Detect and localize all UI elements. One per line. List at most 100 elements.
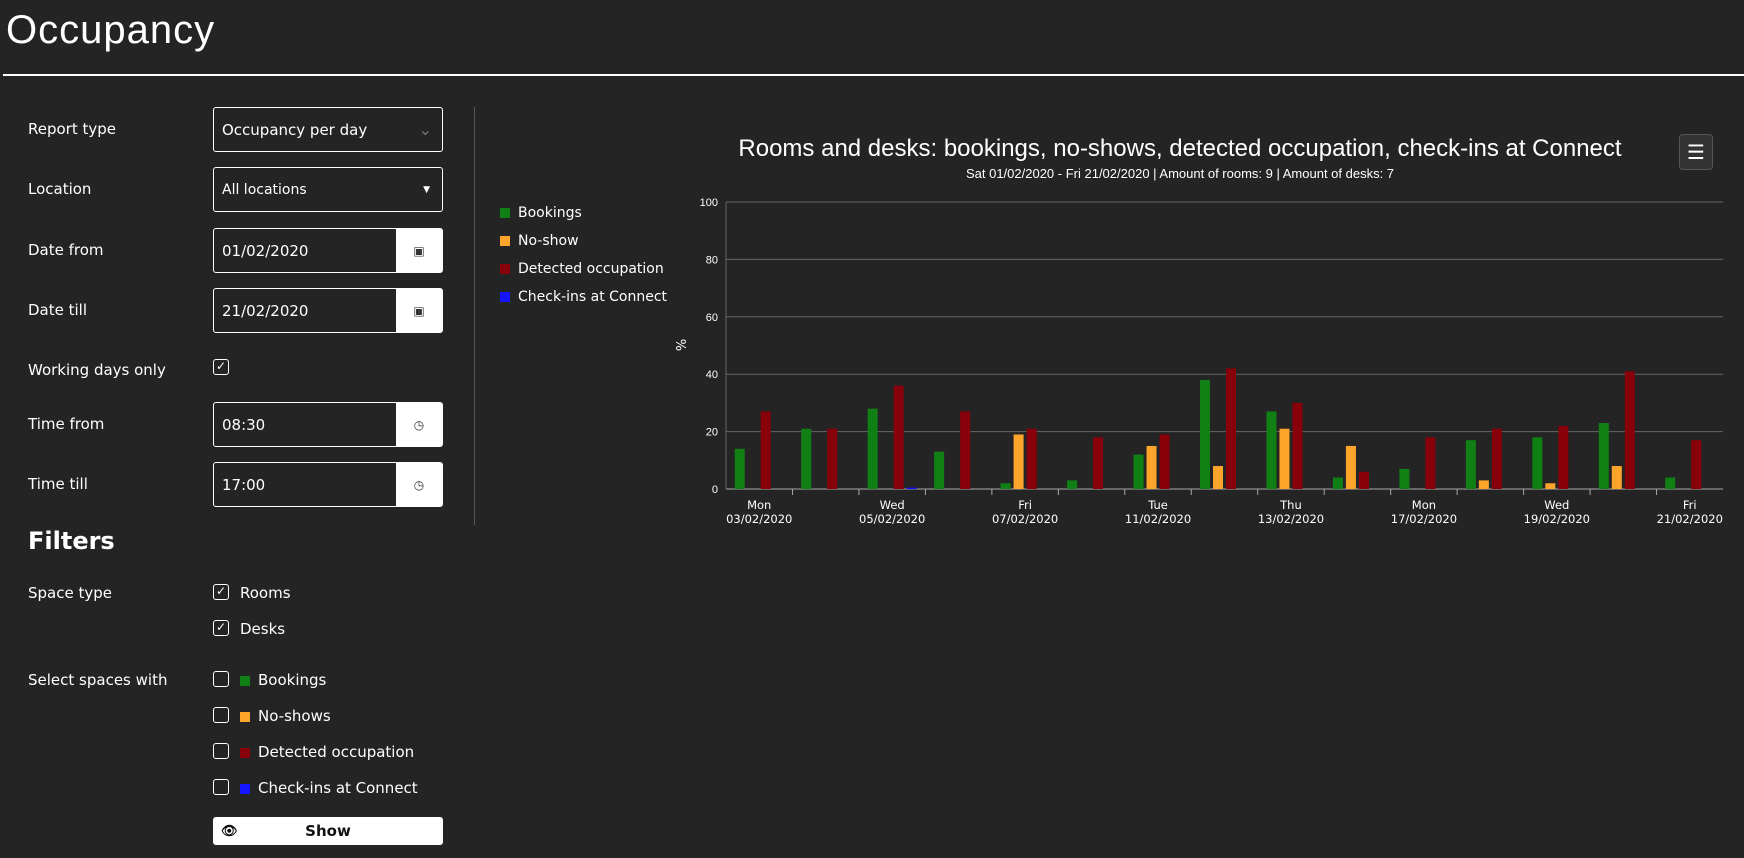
bar-no-show — [1545, 483, 1556, 489]
x-tick-label-day: Mon — [747, 498, 771, 512]
x-tick-label-day: Wed — [880, 498, 905, 512]
x-tick-label-date: 17/02/2020 — [1391, 512, 1457, 526]
date-from-input[interactable]: 01/02/2020 ▣ — [213, 228, 443, 273]
bar-detected-occupation — [1425, 437, 1436, 489]
bar-no-show — [1279, 428, 1290, 489]
bar-bookings — [1532, 437, 1543, 489]
x-tick-label-date: 13/02/2020 — [1258, 512, 1324, 526]
date-till-label: Date till — [28, 301, 88, 319]
bookings-filter: Bookings — [240, 671, 326, 689]
rooms-label: Rooms — [240, 584, 291, 602]
chevron-down-icon: ⌄ — [418, 120, 432, 139]
y-tick-label: 20 — [706, 427, 718, 439]
bar-bookings — [1598, 422, 1609, 489]
y-tick-label: 80 — [706, 254, 718, 266]
detected-occupation-checkbox[interactable] — [213, 743, 229, 759]
bookings-swatch — [240, 675, 250, 686]
working-days-label: Working days only — [28, 361, 166, 379]
date-till-value: 21/02/2020 — [222, 301, 309, 320]
bar-detected-occupation — [1491, 428, 1502, 489]
date-from-value: 01/02/2020 — [222, 241, 309, 260]
bar-bookings — [1067, 480, 1078, 489]
y-axis-label: % — [675, 339, 690, 351]
bar-detected-occupation — [1292, 402, 1303, 489]
legend-swatch — [500, 208, 510, 218]
y-tick-label: 100 — [700, 197, 718, 209]
check-ins-filter: Check-ins at Connect — [240, 779, 418, 797]
bar-detected-occupation — [960, 411, 971, 489]
y-tick-label: 60 — [706, 312, 718, 324]
clock-icon[interactable]: ◷ — [396, 403, 442, 446]
working-days-checkbox[interactable]: ✓ — [213, 359, 229, 375]
report-type-label: Report type — [28, 120, 117, 138]
detected-occupation-swatch — [240, 747, 250, 758]
bar-no-show — [1478, 480, 1489, 489]
bar-bookings — [1133, 454, 1144, 489]
check-ins-filter-label: Check-ins at Connect — [258, 779, 418, 797]
bar-detected-occupation — [1093, 437, 1104, 489]
bar-bookings — [1399, 468, 1410, 489]
no-shows-checkbox[interactable] — [213, 707, 229, 723]
bar-detected-occupation — [1159, 434, 1170, 489]
page-title: Occupancy — [6, 8, 216, 52]
chart-menu-button[interactable]: ☰ — [1679, 134, 1713, 170]
bar-detected-occupation — [1226, 368, 1236, 489]
detected-occupation-filter: Detected occupation — [240, 743, 414, 761]
title-divider — [3, 74, 1744, 76]
panel-divider — [474, 107, 475, 525]
legend-item-detected[interactable]: Detected occupation — [500, 261, 664, 277]
calendar-icon[interactable]: ▣ — [396, 229, 442, 272]
time-till-label: Time till — [28, 475, 88, 493]
desks-checkbox[interactable]: ✓ — [213, 620, 229, 636]
bookings-checkbox[interactable] — [213, 671, 229, 687]
y-tick-label: 40 — [706, 369, 718, 381]
no-shows-filter: No-shows — [240, 707, 331, 725]
chart-title: Rooms and desks: bookings, no-shows, det… — [738, 135, 1622, 162]
date-till-input[interactable]: 21/02/2020 ▣ — [213, 288, 443, 333]
bar-bookings — [801, 428, 812, 489]
date-from-label: Date from — [28, 241, 104, 259]
bar-bookings — [1200, 379, 1210, 489]
clock-icon[interactable]: ◷ — [396, 463, 442, 506]
calendar-icon[interactable]: ▣ — [396, 289, 442, 332]
legend-item-bookings[interactable]: Bookings — [500, 205, 582, 221]
bar-check-ins-at-connect — [906, 487, 917, 490]
bar-detected-occupation — [827, 428, 838, 489]
bar-detected-occupation — [893, 385, 904, 489]
location-select[interactable]: All locations ▼ — [213, 167, 443, 212]
detected-occupation-filter-label: Detected occupation — [258, 743, 415, 761]
bar-bookings — [934, 451, 945, 489]
location-value: All locations — [222, 181, 307, 198]
bar-bookings — [1000, 483, 1011, 489]
legend-label: Bookings — [518, 205, 582, 221]
bar-detected-occupation — [1624, 371, 1635, 489]
report-type-select[interactable]: Occupancy per day ⌄ — [213, 107, 443, 152]
check-ins-swatch — [240, 783, 250, 794]
time-till-input[interactable]: 17:00 ◷ — [213, 462, 443, 507]
desks-label: Desks — [240, 620, 286, 638]
bookings-filter-label: Bookings — [258, 671, 327, 689]
show-button[interactable]: 👁 Show — [213, 817, 443, 845]
bar-bookings — [1332, 477, 1343, 489]
bar-bookings — [734, 448, 745, 489]
bar-detected-occupation — [760, 411, 771, 489]
bar-detected-occupation — [1358, 471, 1369, 489]
x-tick-label-date: 19/02/2020 — [1524, 512, 1590, 526]
bar-detected-occupation — [1691, 440, 1702, 489]
report-type-value: Occupancy per day — [222, 120, 368, 139]
rooms-checkbox[interactable]: ✓ — [213, 584, 229, 600]
bar-no-show — [1345, 445, 1356, 489]
bar-bookings — [1665, 477, 1676, 489]
legend-item-check-ins[interactable]: Check-ins at Connect — [500, 289, 667, 305]
time-from-input[interactable]: 08:30 ◷ — [213, 402, 443, 447]
time-from-value: 08:30 — [222, 415, 266, 434]
x-tick-label-day: Mon — [1412, 498, 1436, 512]
legend-swatch — [500, 292, 510, 302]
check-ins-checkbox[interactable] — [213, 779, 229, 795]
time-till-value: 17:00 — [222, 475, 266, 494]
show-button-label: Show — [305, 822, 351, 840]
bar-no-show — [1013, 434, 1024, 489]
legend-item-no-show[interactable]: No-show — [500, 233, 579, 249]
x-tick-label-day: Tue — [1147, 498, 1168, 512]
no-shows-swatch — [240, 711, 250, 722]
